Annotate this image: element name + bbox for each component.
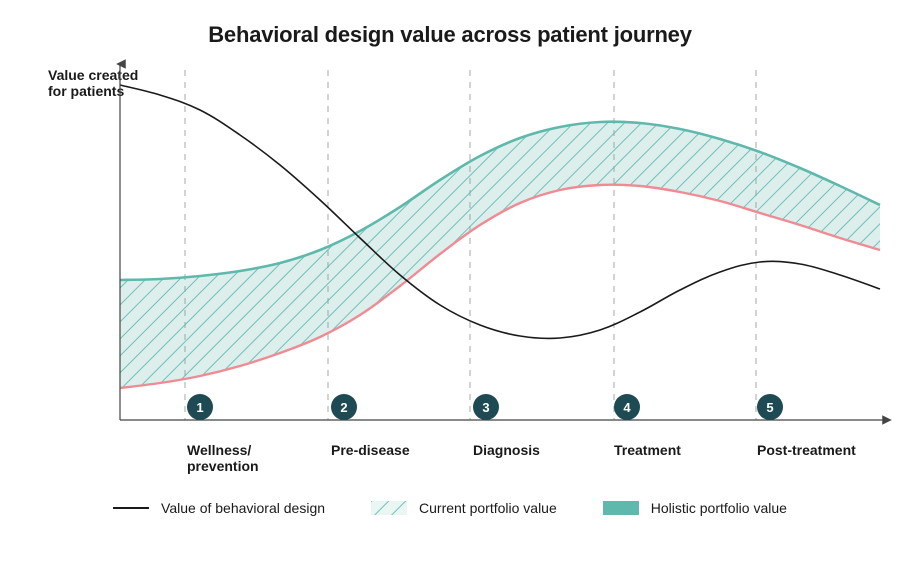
stage-badge-1: 1 <box>187 394 213 420</box>
legend-item-0: Value of behavioral design <box>113 500 325 516</box>
legend-swatch-1 <box>371 501 407 515</box>
legend: Value of behavioral design Current portfo… <box>0 500 900 516</box>
stage-label-1: Wellness/prevention <box>187 442 259 474</box>
legend-label-0: Value of behavioral design <box>161 500 325 516</box>
chart-stage: Behavioral design value across patient j… <box>0 0 900 566</box>
chart-svg <box>0 0 900 566</box>
legend-swatch-2 <box>603 501 639 515</box>
legend-label-2: Holistic portfolio value <box>651 500 787 516</box>
legend-item-1: Current portfolio value <box>371 500 557 516</box>
legend-item-2: Holistic portfolio value <box>603 500 787 516</box>
stage-label-5: Post-treatment <box>757 442 856 458</box>
stage-badge-5: 5 <box>757 394 783 420</box>
stage-label-4: Treatment <box>614 442 681 458</box>
stage-badge-4: 4 <box>614 394 640 420</box>
stage-label-3: Diagnosis <box>473 442 540 458</box>
legend-swatch-0 <box>113 507 149 509</box>
holistic-band-tint <box>120 122 880 388</box>
gridlines <box>185 70 756 420</box>
stage-badge-2: 2 <box>331 394 357 420</box>
legend-label-1: Current portfolio value <box>419 500 557 516</box>
stage-badge-3: 3 <box>473 394 499 420</box>
stage-label-2: Pre-disease <box>331 442 410 458</box>
